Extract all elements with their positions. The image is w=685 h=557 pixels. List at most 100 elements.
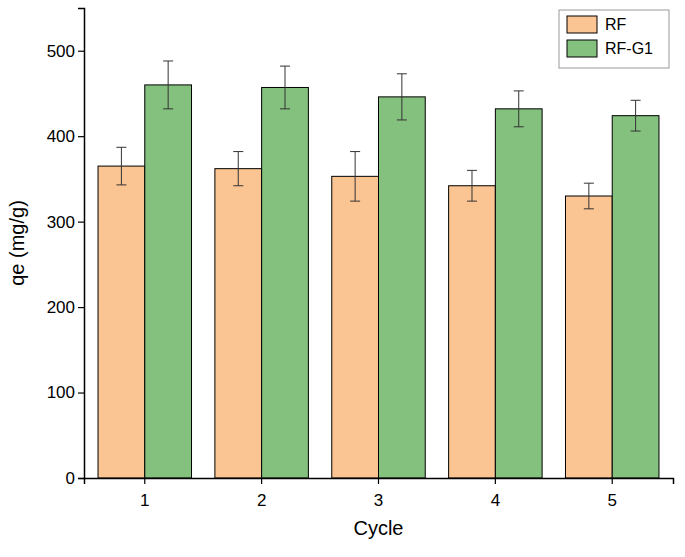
error-bar-segment: [116, 184, 126, 185]
legend-entry: RF: [567, 16, 627, 33]
bar: [379, 97, 426, 478]
tick-label: 300: [47, 213, 75, 232]
tick: 2: [257, 478, 266, 510]
error-bar-segment: [514, 126, 524, 127]
legend-swatch: [567, 16, 597, 33]
bars: [98, 61, 659, 478]
tick: 3: [374, 478, 383, 510]
tick: 300: [47, 213, 84, 232]
tick-mark: [78, 51, 84, 52]
bar: [332, 176, 379, 478]
tick-label: 500: [47, 42, 75, 61]
error-bar: [350, 152, 360, 202]
error-bar-segment: [584, 183, 594, 184]
axis-line: [85, 479, 674, 485]
error-bar-segment: [588, 183, 589, 209]
legend: RF RF-G1: [559, 10, 669, 68]
error-bar-segment: [631, 131, 641, 132]
error-bar: [163, 61, 173, 109]
series: [145, 61, 659, 478]
tick-mark: [78, 307, 84, 308]
tick: 0: [66, 469, 84, 488]
tick-label: 400: [47, 127, 75, 146]
error-bar-segment: [280, 66, 290, 67]
tick-mark: [378, 478, 379, 484]
error-bar-segment: [280, 108, 290, 109]
tick: 400: [47, 127, 84, 146]
x-axis: 1 2 3 4 5: [85, 478, 674, 510]
error-bar-segment: [584, 208, 594, 209]
tick-label: 3: [374, 491, 383, 510]
error-bar: [514, 91, 524, 127]
bar: [612, 116, 659, 478]
error-bar-segment: [233, 151, 243, 152]
error-bar-segment: [285, 66, 286, 109]
tick-label: 5: [607, 491, 616, 510]
error-bar-segment: [518, 91, 519, 127]
tick-label: 4: [491, 491, 500, 510]
error-bar-segment: [397, 73, 407, 74]
legend-entry: RF-G1: [567, 40, 653, 57]
axis-line: [78, 9, 85, 479]
error-bar-segment: [163, 60, 173, 61]
error-bar-segment: [350, 151, 360, 152]
error-bar: [280, 66, 290, 109]
error-bar-segment: [467, 170, 477, 171]
plot: 0 100 200 300 400 500 1 2 3 4 5 RF RF-G1: [47, 9, 674, 510]
error-bar-segment: [401, 74, 402, 120]
error-bar: [233, 152, 243, 186]
tick-label: 100: [47, 383, 75, 402]
tick-mark: [78, 222, 84, 223]
tick: 500: [47, 42, 84, 61]
error-bar-segment: [467, 201, 477, 202]
tick-mark: [495, 478, 496, 484]
tick: 100: [47, 383, 84, 402]
tick: 1: [140, 478, 149, 510]
y-axis-title: qe (mg/g): [6, 200, 28, 286]
error-bar-segment: [121, 147, 122, 185]
bar: [495, 109, 542, 478]
error-bar-segment: [116, 147, 126, 148]
tick-mark: [612, 478, 613, 484]
error-bar-segment: [397, 119, 407, 120]
tick-mark: [78, 136, 84, 137]
chart: 0 100 200 300 400 500 1 2 3 4 5 RF RF-G1 Cycle qe (mg/…: [0, 0, 685, 557]
tick-label: 0: [66, 469, 75, 488]
bar: [262, 87, 309, 478]
error-bar-segment: [233, 185, 243, 186]
error-bar-segment: [471, 170, 472, 201]
x-axis-title: Cycle: [353, 517, 403, 539]
tick-mark: [78, 478, 84, 479]
tick-mark: [144, 478, 145, 484]
tick-label: 200: [47, 298, 75, 317]
error-bar: [631, 100, 641, 131]
bar: [565, 196, 612, 478]
bar: [98, 166, 145, 478]
bar: [449, 186, 496, 478]
error-bar: [397, 74, 407, 120]
error-bar-segment: [355, 152, 356, 202]
legend-label: RF: [605, 16, 627, 33]
error-bar-segment: [163, 108, 173, 109]
y-axis: 0 100 200 300 400 500: [47, 9, 85, 488]
error-bar-segment: [238, 152, 239, 186]
tick-mark: [261, 478, 262, 484]
tick-label: 1: [140, 491, 149, 510]
legend-swatch: [567, 40, 597, 57]
legend-frame: [559, 10, 669, 68]
error-bar: [467, 170, 477, 201]
error-bar-segment: [631, 100, 641, 101]
error-bar: [584, 183, 594, 209]
bar: [145, 85, 192, 478]
legend-label: RF-G1: [605, 40, 653, 57]
error-bar-segment: [635, 100, 636, 131]
error-bar-segment: [350, 201, 360, 202]
tick-label: 2: [257, 491, 266, 510]
tick: 5: [607, 478, 616, 510]
error-bar-segment: [168, 61, 169, 109]
tick: 200: [47, 298, 84, 317]
error-bar-segment: [514, 90, 524, 91]
tick: 4: [491, 478, 500, 510]
error-bar: [116, 147, 126, 185]
bar: [215, 169, 262, 478]
